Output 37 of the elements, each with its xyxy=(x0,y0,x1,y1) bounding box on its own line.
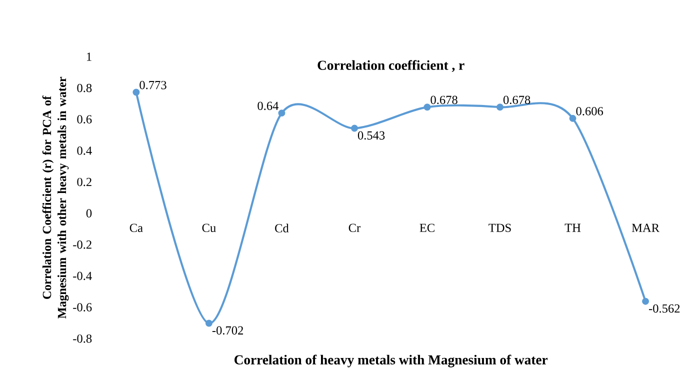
data-label: 0.606 xyxy=(576,106,604,116)
point xyxy=(205,320,212,327)
data-label: 0.678 xyxy=(503,96,530,104)
x-tick-label: Ca xyxy=(130,224,143,232)
point xyxy=(278,109,286,116)
x-tick-label: EC xyxy=(420,224,434,232)
x-tick-label: Cr xyxy=(348,224,361,232)
point xyxy=(132,88,140,96)
y-tick-label: 0.2 xyxy=(77,178,92,186)
x-tick-label: TDS xyxy=(488,224,511,232)
y-tick-label: -0.2 xyxy=(73,240,92,249)
y-tick-label: 0.4 xyxy=(77,146,92,155)
data-label: 0.678 xyxy=(430,96,458,104)
data-label: 0.543 xyxy=(358,131,385,140)
x-tick-label: TH xyxy=(564,224,581,232)
y-tick-label: -0.4 xyxy=(73,272,92,280)
y-tick-label: 1 xyxy=(87,52,92,61)
y-tick-label: -0.8 xyxy=(73,334,92,343)
y-tick-label: 0.6 xyxy=(77,114,92,124)
data-label: -0.562 xyxy=(648,304,680,312)
data-label: 0.64 xyxy=(258,102,279,110)
y-tick-label: 0.8 xyxy=(77,84,92,92)
data-label: 0.773 xyxy=(140,80,166,90)
point xyxy=(496,103,504,110)
x-axis-title: Correlation of heavy metals with Magnesium of water xyxy=(234,354,548,368)
y-axis-title: Correlation Coefficient (r) for PCA of Magnesium with other heavy metals in water xyxy=(42,76,69,318)
point xyxy=(424,103,431,110)
x-tick-label: Cu xyxy=(202,224,216,232)
x-tick-label: Cd xyxy=(275,224,289,232)
point xyxy=(569,114,576,122)
point xyxy=(350,124,358,132)
y-tick-label: -0.6 xyxy=(73,302,92,312)
data-label: -0.702 xyxy=(212,326,243,334)
chart-title: Correlation coefficient , r xyxy=(318,60,464,72)
point xyxy=(642,298,649,305)
y-tick-label: 0 xyxy=(86,208,92,218)
x-tick-label: MAR xyxy=(632,224,660,232)
